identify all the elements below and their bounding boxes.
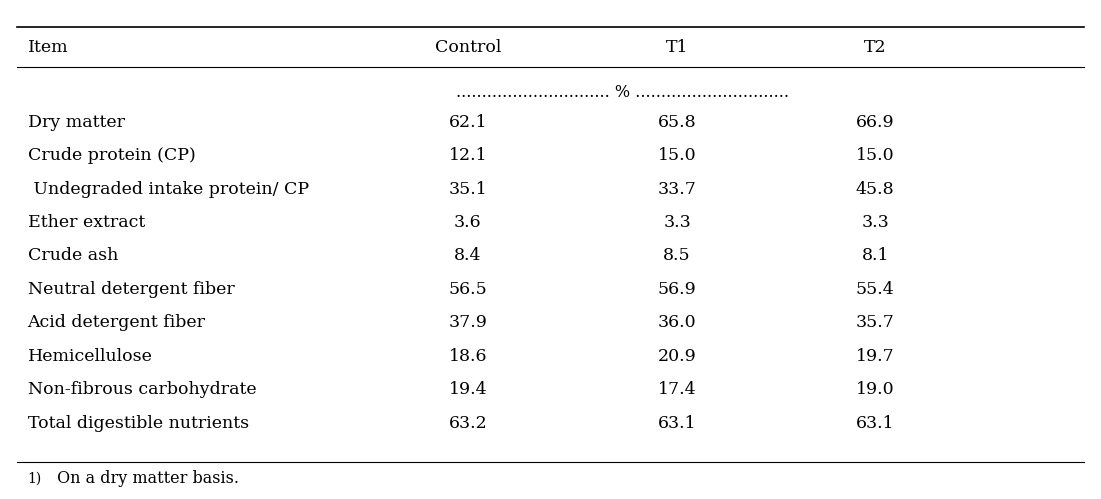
Text: Undegraded intake protein/ CP: Undegraded intake protein/ CP: [28, 181, 308, 198]
Text: On a dry matter basis.: On a dry matter basis.: [52, 470, 239, 487]
Text: 35.7: 35.7: [855, 314, 895, 331]
Text: 62.1: 62.1: [448, 114, 488, 131]
Text: 19.7: 19.7: [855, 348, 895, 365]
Text: 15.0: 15.0: [855, 147, 895, 164]
Text: 20.9: 20.9: [657, 348, 697, 365]
Text: 19.0: 19.0: [855, 381, 895, 398]
Text: 8.4: 8.4: [455, 248, 481, 264]
Text: 45.8: 45.8: [855, 181, 895, 198]
Text: 19.4: 19.4: [448, 381, 488, 398]
Text: Crude protein (CP): Crude protein (CP): [28, 147, 195, 164]
Text: 37.9: 37.9: [448, 314, 488, 331]
Text: 17.4: 17.4: [657, 381, 697, 398]
Text: 63.1: 63.1: [855, 415, 895, 432]
Text: 66.9: 66.9: [855, 114, 895, 131]
Text: Acid detergent fiber: Acid detergent fiber: [28, 314, 206, 331]
Text: Item: Item: [28, 39, 68, 56]
Text: Crude ash: Crude ash: [28, 248, 118, 264]
Text: 8.1: 8.1: [862, 248, 889, 264]
Text: 3.6: 3.6: [454, 214, 482, 231]
Text: .............................. % ..............................: .............................. % .......…: [456, 84, 788, 101]
Text: 8.5: 8.5: [663, 248, 691, 264]
Text: T1: T1: [666, 39, 688, 56]
Text: Neutral detergent fiber: Neutral detergent fiber: [28, 281, 235, 298]
Text: 63.1: 63.1: [657, 415, 697, 432]
Text: 3.3: 3.3: [663, 214, 691, 231]
Text: 36.0: 36.0: [657, 314, 697, 331]
Text: 63.2: 63.2: [448, 415, 488, 432]
Text: 15.0: 15.0: [657, 147, 697, 164]
Text: 35.1: 35.1: [448, 181, 488, 198]
Text: Total digestible nutrients: Total digestible nutrients: [28, 415, 249, 432]
Text: T2: T2: [864, 39, 886, 56]
Text: Non-fibrous carbohydrate: Non-fibrous carbohydrate: [28, 381, 257, 398]
Text: Dry matter: Dry matter: [28, 114, 124, 131]
Text: 33.7: 33.7: [657, 181, 697, 198]
Text: 56.5: 56.5: [448, 281, 488, 298]
Text: 3.3: 3.3: [861, 214, 890, 231]
Text: Control: Control: [435, 39, 501, 56]
Text: 18.6: 18.6: [449, 348, 487, 365]
Text: 12.1: 12.1: [448, 147, 488, 164]
Text: Hemicellulose: Hemicellulose: [28, 348, 152, 365]
Text: 56.9: 56.9: [657, 281, 697, 298]
Text: 55.4: 55.4: [855, 281, 895, 298]
Text: Ether extract: Ether extract: [28, 214, 144, 231]
Text: 1): 1): [28, 472, 42, 486]
Text: 65.8: 65.8: [657, 114, 697, 131]
